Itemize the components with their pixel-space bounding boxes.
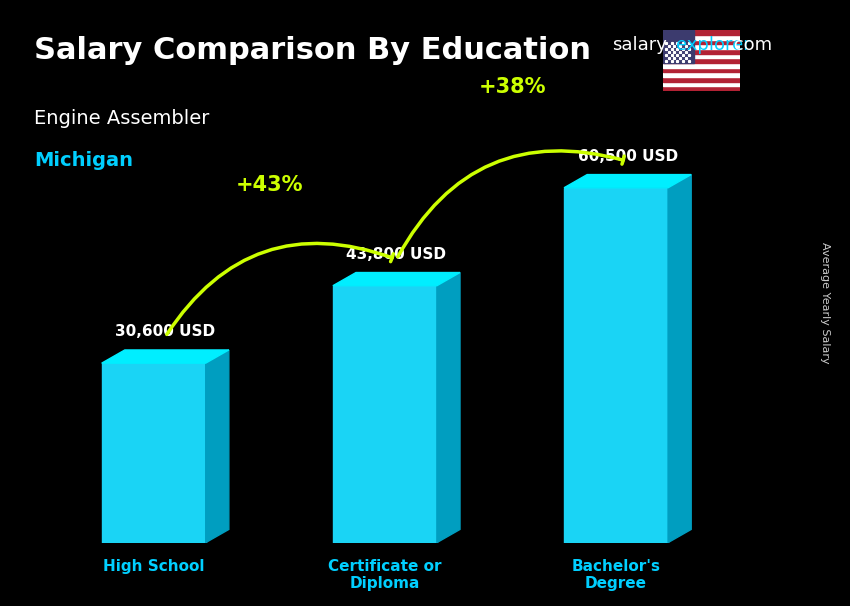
Text: Average Yearly Salary: Average Yearly Salary <box>819 242 830 364</box>
Bar <box>564 188 668 542</box>
Bar <box>333 285 437 542</box>
Polygon shape <box>564 175 691 188</box>
Bar <box>663 39 740 44</box>
Text: Michigan: Michigan <box>34 152 133 170</box>
Bar <box>663 44 740 49</box>
Bar <box>663 77 740 82</box>
Text: 43,800 USD: 43,800 USD <box>347 247 446 262</box>
Text: Engine Assembler: Engine Assembler <box>34 109 209 128</box>
Polygon shape <box>333 273 460 285</box>
Bar <box>663 49 740 53</box>
Text: 30,600 USD: 30,600 USD <box>116 324 215 339</box>
Bar <box>663 30 694 63</box>
Text: salary: salary <box>612 36 667 55</box>
Bar <box>663 72 740 77</box>
Bar <box>102 363 206 542</box>
Text: 60,500 USD: 60,500 USD <box>577 148 677 164</box>
Bar <box>663 82 740 86</box>
Bar <box>663 63 740 68</box>
Polygon shape <box>206 350 229 542</box>
Bar <box>663 68 740 72</box>
Polygon shape <box>668 175 691 542</box>
Polygon shape <box>437 273 460 542</box>
Text: Salary Comparison By Education: Salary Comparison By Education <box>34 36 591 65</box>
Bar <box>663 35 740 39</box>
Polygon shape <box>102 350 229 363</box>
Text: +43%: +43% <box>235 175 303 195</box>
Bar <box>663 58 740 63</box>
Text: explorer: explorer <box>676 36 751 55</box>
Text: .com: .com <box>728 36 773 55</box>
Bar <box>663 30 740 35</box>
Bar <box>663 53 740 58</box>
Text: +38%: +38% <box>479 76 546 96</box>
Bar <box>663 86 740 91</box>
